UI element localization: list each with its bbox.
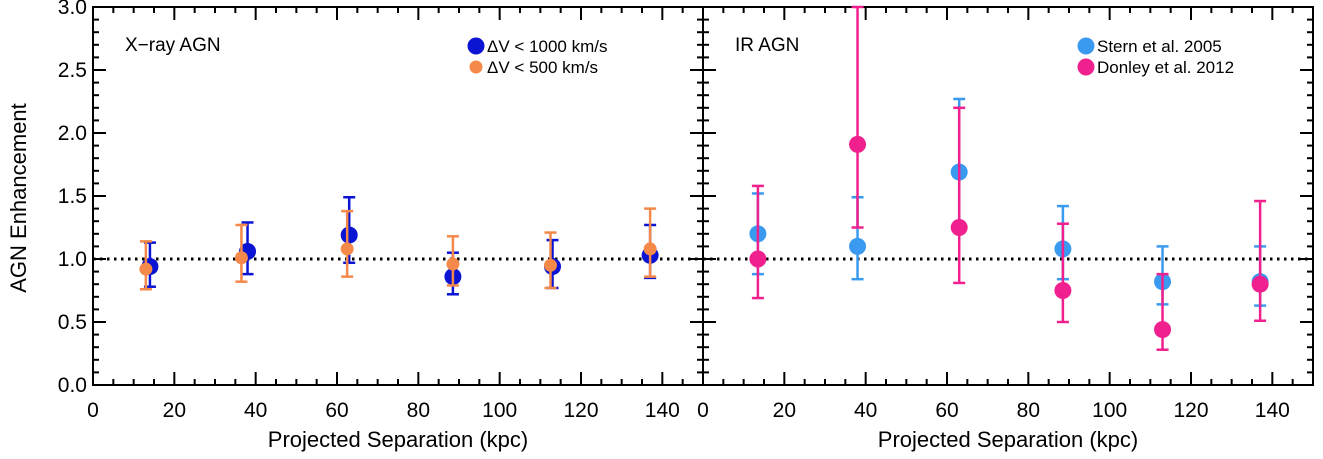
legend-label: ΔV < 1000 km/s bbox=[487, 37, 608, 56]
x-tick-label: 100 bbox=[1092, 399, 1127, 422]
data-point bbox=[544, 258, 557, 272]
plot-frame bbox=[92, 6, 704, 386]
data-point bbox=[849, 135, 867, 153]
y-axis-title: AGN Enhancement bbox=[6, 103, 31, 293]
legend-label: Donley et al. 2012 bbox=[1097, 58, 1234, 77]
data-point bbox=[1154, 321, 1172, 339]
data-point bbox=[139, 262, 153, 276]
x-tick-label: 120 bbox=[563, 399, 598, 422]
legend-marker bbox=[467, 37, 485, 55]
x-tick-label: 60 bbox=[325, 399, 348, 422]
x-tick-label: 80 bbox=[1017, 399, 1040, 422]
data-point bbox=[950, 219, 968, 236]
x-tick-label: 0 bbox=[87, 399, 99, 422]
y-tick-label: 1.0 bbox=[58, 248, 87, 271]
y-tick-label: 0.5 bbox=[58, 311, 87, 334]
x-tick-label: 140 bbox=[645, 399, 680, 422]
x-tick-label: 20 bbox=[773, 399, 796, 422]
x-tick-label: 100 bbox=[482, 399, 517, 422]
x-tick-label: 40 bbox=[244, 399, 267, 422]
y-tick-label: 2.0 bbox=[58, 122, 87, 145]
data-point bbox=[234, 251, 248, 265]
x-axis-title: Projected Separation (kpc) bbox=[878, 427, 1138, 452]
y-tick-label: 1.5 bbox=[58, 185, 87, 208]
legend: ΔV < 1000 km/s ΔV < 500 km/s bbox=[467, 37, 608, 77]
series-2 bbox=[139, 207, 657, 291]
legend-label: ΔV < 500 km/s bbox=[487, 58, 598, 77]
y-tick-label: 2.5 bbox=[58, 59, 87, 82]
legend: Stern et al. 2005 Donley et al. 2012 bbox=[1077, 37, 1234, 77]
x-tick-label: 20 bbox=[163, 399, 186, 422]
x-tick-label: 60 bbox=[935, 399, 958, 422]
panel-label: IR AGN bbox=[735, 35, 799, 56]
y-tick-label: 3.0 bbox=[58, 0, 87, 19]
panel-label: X−ray AGN bbox=[125, 35, 221, 56]
x-axis-title: Projected Separation (kpc) bbox=[268, 427, 528, 452]
data-point bbox=[340, 226, 358, 244]
x-tick-label: 140 bbox=[1255, 399, 1290, 422]
x-tick-label: 40 bbox=[854, 399, 877, 422]
x-tick-label: 120 bbox=[1173, 399, 1208, 422]
panel-1: 0 20 40 60 80 100 120 140 0.0 0.5 1.0 1.5 2.0 2.5 3.0 P… bbox=[58, 0, 704, 452]
legend-marker bbox=[469, 60, 483, 74]
series-2 bbox=[749, 5, 1269, 351]
data-point bbox=[749, 250, 767, 268]
data-point bbox=[446, 257, 460, 271]
data-point bbox=[849, 237, 867, 255]
legend-label: Stern et al. 2005 bbox=[1097, 37, 1222, 56]
data-point bbox=[1054, 282, 1072, 299]
series-1 bbox=[141, 196, 659, 296]
x-tick-label: 0 bbox=[697, 399, 709, 422]
legend-marker bbox=[1077, 58, 1095, 76]
data-point bbox=[340, 242, 354, 256]
y-tick-label: 0.0 bbox=[58, 374, 87, 397]
data-point bbox=[643, 242, 657, 256]
panel-2: 0 20 40 60 80 100 120 140 Projected Separation (… bbox=[697, 5, 1314, 452]
legend-marker bbox=[1077, 37, 1095, 55]
series-1 bbox=[749, 97, 1269, 307]
x-tick-label: 80 bbox=[407, 399, 430, 422]
data-point bbox=[1251, 275, 1269, 293]
